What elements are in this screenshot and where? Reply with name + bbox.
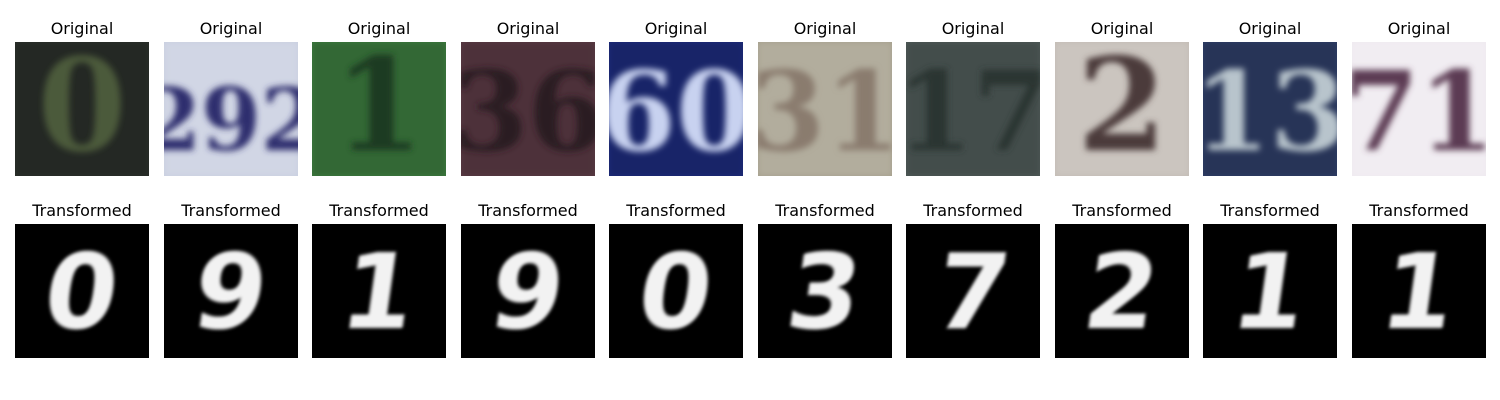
image-background bbox=[906, 224, 1040, 358]
original-image-5: 60 bbox=[609, 42, 743, 176]
original-image-10: 71 bbox=[1352, 42, 1486, 176]
original-image-7: 17 bbox=[906, 42, 1040, 176]
digit-glyph: 1 bbox=[1225, 231, 1314, 352]
original-title-9: Original bbox=[1238, 19, 1302, 38]
transformed-title-9: Transformed bbox=[1220, 201, 1320, 220]
original-image-canvas: 2 bbox=[1055, 42, 1189, 176]
transformed-title-5: Transformed bbox=[626, 201, 726, 220]
digit-glyph: 0 bbox=[37, 231, 126, 352]
image-background bbox=[1203, 224, 1337, 358]
transformed-image-5: 0 bbox=[609, 224, 743, 358]
digit-glyph: 71 bbox=[1352, 47, 1486, 176]
transformed-image-canvas: 3 bbox=[758, 224, 892, 358]
image-background bbox=[312, 224, 446, 358]
digit-glyph: 13 bbox=[1203, 47, 1337, 176]
original-image-canvas: 0 bbox=[15, 42, 149, 176]
original-image-1: 0 bbox=[15, 42, 149, 176]
transformed-title-3: Transformed bbox=[329, 201, 429, 220]
digit-glyph: 1 bbox=[334, 42, 423, 176]
original-image-2: 292 bbox=[164, 42, 298, 176]
digit-glyph: 2 bbox=[1077, 231, 1166, 352]
original-image-canvas: 60 bbox=[609, 42, 743, 176]
transformed-image-6: 3 bbox=[758, 224, 892, 358]
transformed-title-8: Transformed bbox=[1072, 201, 1172, 220]
transformed-image-canvas: 1 bbox=[1352, 224, 1486, 358]
original-image-canvas: 36 bbox=[461, 42, 595, 176]
transformed-title-4: Transformed bbox=[478, 201, 578, 220]
transformed-image-canvas: 7 bbox=[906, 224, 1040, 358]
digit-glyph: 0 bbox=[37, 42, 126, 176]
digit-glyph: 1 bbox=[1374, 231, 1463, 352]
transformed-image-10: 1 bbox=[1352, 224, 1486, 358]
digit-glyph: 17 bbox=[906, 47, 1040, 176]
original-title-8: Original bbox=[1090, 19, 1154, 38]
original-image-4: 36 bbox=[461, 42, 595, 176]
transformed-image-2: 9 bbox=[164, 224, 298, 358]
image-background bbox=[1055, 224, 1189, 358]
digit-glyph: 60 bbox=[609, 47, 743, 176]
digit-glyph: 9 bbox=[483, 231, 572, 352]
original-title-7: Original bbox=[941, 19, 1005, 38]
transformed-title-1: Transformed bbox=[32, 201, 132, 220]
original-title-3: Original bbox=[347, 19, 411, 38]
image-background bbox=[609, 224, 743, 358]
image-background bbox=[164, 224, 298, 358]
digit-glyph: 1 bbox=[334, 231, 423, 352]
original-title-2: Original bbox=[199, 19, 263, 38]
transformed-title-2: Transformed bbox=[181, 201, 281, 220]
digit-glyph: 3 bbox=[780, 231, 869, 352]
original-title-6: Original bbox=[793, 19, 857, 38]
original-image-canvas: 292 bbox=[164, 42, 298, 176]
transformed-image-canvas: 0 bbox=[15, 224, 149, 358]
transformed-image-3: 1 bbox=[312, 224, 446, 358]
original-title-1: Original bbox=[50, 19, 114, 38]
original-image-canvas: 17 bbox=[906, 42, 1040, 176]
transformed-image-1: 0 bbox=[15, 224, 149, 358]
original-image-9: 13 bbox=[1203, 42, 1337, 176]
transformed-image-8: 2 bbox=[1055, 224, 1189, 358]
original-image-6: 31 bbox=[758, 42, 892, 176]
digit-glyph: 292 bbox=[164, 70, 298, 171]
original-title-10: Original bbox=[1387, 19, 1451, 38]
original-title-4: Original bbox=[496, 19, 560, 38]
transformed-image-canvas: 1 bbox=[312, 224, 446, 358]
transformed-image-canvas: 1 bbox=[1203, 224, 1337, 358]
digit-glyph: 36 bbox=[461, 47, 595, 176]
transformed-image-7: 7 bbox=[906, 224, 1040, 358]
transformed-title-10: Transformed bbox=[1369, 201, 1469, 220]
original-image-3: 1 bbox=[312, 42, 446, 176]
digit-glyph: 0 bbox=[631, 231, 720, 352]
original-image-canvas: 31 bbox=[758, 42, 892, 176]
transformed-image-9: 1 bbox=[1203, 224, 1337, 358]
digit-glyph: 7 bbox=[928, 231, 1017, 352]
image-background bbox=[461, 224, 595, 358]
digit-glyph: 9 bbox=[186, 231, 275, 352]
original-title-5: Original bbox=[644, 19, 708, 38]
image-background bbox=[15, 224, 149, 358]
transformed-image-4: 9 bbox=[461, 224, 595, 358]
digit-glyph: 31 bbox=[758, 47, 892, 176]
transformed-image-canvas: 0 bbox=[609, 224, 743, 358]
transformed-image-canvas: 2 bbox=[1055, 224, 1189, 358]
transformed-image-canvas: 9 bbox=[461, 224, 595, 358]
original-image-8: 2 bbox=[1055, 42, 1189, 176]
transformed-title-6: Transformed bbox=[775, 201, 875, 220]
original-image-canvas: 13 bbox=[1203, 42, 1337, 176]
original-image-canvas: 71 bbox=[1352, 42, 1486, 176]
image-background bbox=[758, 224, 892, 358]
transformed-title-7: Transformed bbox=[923, 201, 1023, 220]
original-image-canvas: 1 bbox=[312, 42, 446, 176]
digit-glyph: 2 bbox=[1077, 42, 1166, 176]
transformed-image-canvas: 9 bbox=[164, 224, 298, 358]
image-background bbox=[1352, 224, 1486, 358]
